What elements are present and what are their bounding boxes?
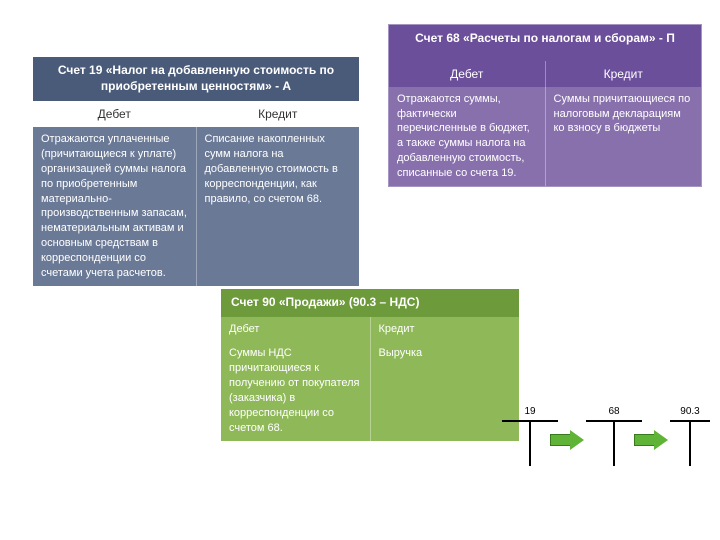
table-68-col2-header: Кредит (545, 61, 702, 87)
table-68-header-row: Дебет Кредит (389, 61, 701, 87)
arrow-19-to-68 (550, 430, 586, 450)
table-90-col1-body: Суммы НДС причитающиеся к получению от п… (221, 341, 370, 440)
table-68-body-row: Отражаются суммы, фактически перечисленн… (389, 87, 701, 186)
arrow-68-to-903 (634, 430, 670, 450)
table-68-col1-header: Дебет (389, 61, 545, 87)
table-19-col1-body: Отражаются уплаченные (причитающиеся к у… (33, 127, 196, 285)
t-account-19-label: 19 (502, 406, 558, 417)
table-68-col2-body: Суммы причитающиеся по налоговым деклара… (545, 87, 702, 186)
table-90-title: Счет 90 «Продажи» (90.3 – НДС) (221, 289, 519, 317)
table-90-col2-header: Кредит (370, 317, 520, 342)
table-19-header-row: Дебет Кредит (33, 101, 359, 127)
t-account-903-label: 90.3 (670, 406, 710, 417)
table-68-col1-body: Отражаются суммы, фактически перечисленн… (389, 87, 545, 186)
table-19-col2-body: Списание накопленных сумм налога на доба… (196, 127, 360, 285)
table-account-19: Счет 19 «Налог на добавленную стоимость … (32, 56, 360, 287)
table-19-col1-header: Дебет (33, 101, 196, 127)
table-19-body-row: Отражаются уплаченные (причитающиеся к у… (33, 127, 359, 285)
table-90-header-row: Дебет Кредит (221, 317, 519, 342)
table-account-68: Счет 68 «Расчеты по налогам и сборам» - … (388, 24, 702, 187)
table-90-body-row: Суммы НДС причитающиеся к получению от п… (221, 341, 519, 440)
table-90-col1-header: Дебет (221, 317, 370, 342)
table-19-title: Счет 19 «Налог на добавленную стоимость … (33, 57, 359, 101)
t-account-903: 90.3 (670, 420, 710, 466)
table-19-col2-header: Кредит (196, 101, 360, 127)
table-account-90: Счет 90 «Продажи» (90.3 – НДС) Дебет Кре… (220, 288, 520, 442)
table-90-col2-body: Выручка (370, 341, 520, 440)
t-account-68-label: 68 (586, 406, 642, 417)
table-68-title: Счет 68 «Расчеты по налогам и сборам» - … (389, 25, 701, 53)
